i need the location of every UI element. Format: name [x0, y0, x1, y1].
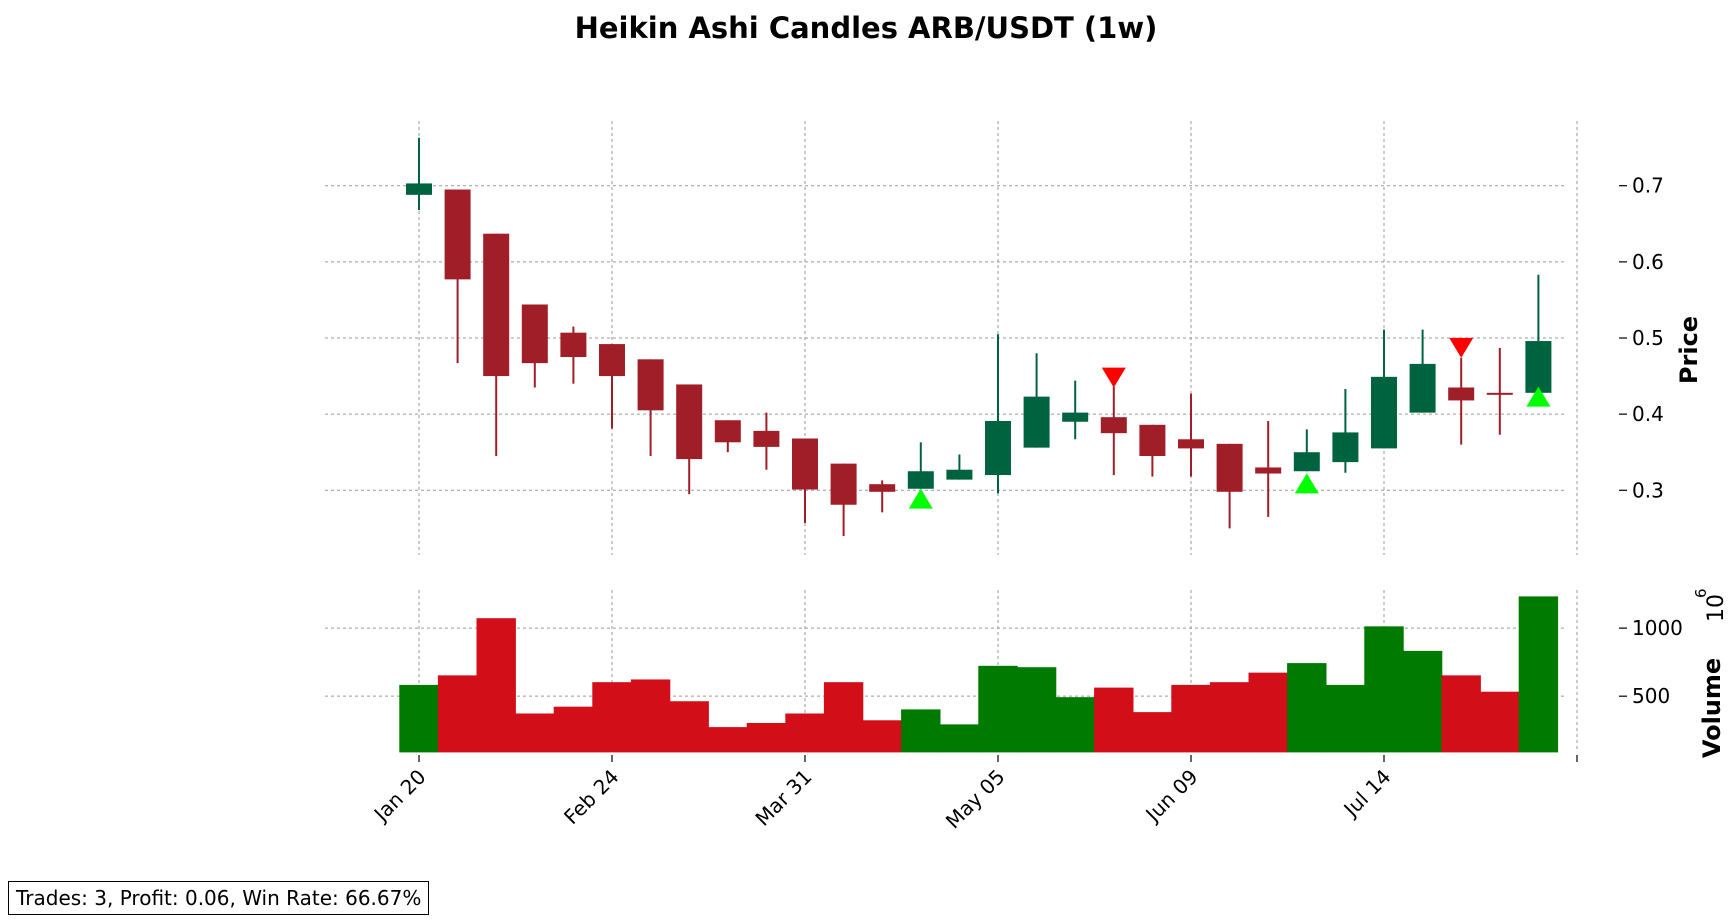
volume-bar [515, 713, 555, 753]
candle-body [444, 189, 471, 280]
candle-body [637, 359, 664, 411]
candle-body [869, 484, 896, 492]
volume-bar [1094, 687, 1134, 753]
candle-body [1100, 417, 1127, 434]
price-axis: 0.3 0.4 0.5 0.6 0.7 [1619, 174, 1664, 502]
volume-axis-label: Volume [1698, 658, 1726, 758]
volume-bars [399, 596, 1559, 753]
candle-body [1139, 424, 1166, 457]
price-axis-label: Price [1675, 316, 1703, 384]
x-tick-label: Mar 31 [750, 765, 816, 831]
candle-body [1216, 443, 1243, 492]
candle-body [1486, 392, 1513, 395]
price-grid [325, 121, 1578, 555]
buy-signal-marker [1294, 473, 1319, 494]
candle-body [830, 463, 857, 505]
candle-body [1293, 452, 1320, 472]
volume-bar [669, 701, 709, 753]
volume-bar [1016, 667, 1057, 753]
volume-bar [1287, 663, 1327, 753]
volume-bar [1518, 596, 1559, 753]
price-tick-label: 0.3 [1632, 478, 1664, 502]
volume-axis: 500 1000 [1619, 616, 1683, 708]
x-tick-label: Jul 14 [1338, 765, 1396, 823]
volume-bar [785, 713, 825, 753]
x-tick-label: Jan 20 [368, 765, 431, 828]
volume-bar [1441, 675, 1481, 753]
candle-body [676, 384, 703, 460]
candle-body [521, 304, 548, 364]
candle-body [1371, 376, 1397, 449]
volume-bar [553, 706, 594, 753]
volume-bar [1132, 712, 1173, 753]
candle-body [907, 471, 934, 489]
chart-title: Heikin Ashi Candles ARB/USDT (1w) [575, 11, 1158, 45]
candle-body [1409, 363, 1436, 413]
volume-bar [1325, 684, 1366, 753]
price-tick-label: 0.7 [1632, 174, 1664, 198]
volume-exponent-power: 6 [1692, 588, 1710, 598]
candle-body [1062, 412, 1089, 422]
volume-bar [1480, 691, 1520, 753]
volume-bar [1209, 682, 1250, 753]
candle-body [753, 430, 780, 447]
candle-body [714, 420, 741, 443]
sell-signal-marker [1101, 367, 1126, 388]
price-tick-label: 0.4 [1632, 402, 1664, 426]
candle-body [1178, 439, 1204, 449]
buy-signal-marker [1526, 386, 1551, 407]
candle-body [946, 469, 973, 480]
volume-bar [1055, 697, 1095, 753]
volume-bar [437, 675, 478, 753]
candle-body [985, 420, 1011, 476]
candles [406, 137, 1552, 536]
price-panel: 0.3 0.4 0.5 0.6 0.7 Price [325, 121, 1703, 555]
x-tick-label: Jun 09 [1140, 765, 1203, 828]
volume-bar [939, 724, 980, 753]
volume-bar [746, 723, 787, 753]
volume-bar [476, 618, 516, 753]
candle-body [1525, 341, 1552, 393]
candle-body [560, 332, 587, 358]
volume-bar [399, 684, 439, 753]
volume-bar [1402, 650, 1443, 753]
volume-bar [630, 679, 671, 753]
volume-tick-label: 1000 [1632, 616, 1683, 640]
candle-body [483, 233, 510, 377]
trade-summary: Trades: 3, Profit: 0.06, Win Rate: 66.67… [8, 881, 430, 915]
candle-body [792, 438, 818, 490]
candle-body [1255, 467, 1282, 474]
candle-body [599, 344, 625, 377]
buy-signal-marker [908, 488, 933, 509]
price-tick-label: 0.6 [1632, 250, 1664, 274]
volume-bar [1248, 672, 1288, 753]
volume-bar [862, 720, 902, 753]
sell-signal-marker [1449, 337, 1474, 358]
price-tick-label: 0.5 [1632, 326, 1664, 350]
x-tick-label: May 05 [941, 765, 1010, 834]
candle-body [406, 183, 432, 195]
volume-exponent-base: 10 [1704, 594, 1729, 622]
volume-panel: 500 1000 Volume 10 6 [325, 588, 1729, 758]
volume-bar [1364, 626, 1404, 753]
volume-bar [708, 727, 748, 753]
volume-bar [823, 682, 864, 753]
volume-bar [978, 665, 1018, 753]
candle-body [1448, 387, 1475, 401]
volume-bar [901, 709, 941, 753]
volume-tick-label: 500 [1632, 684, 1670, 708]
volume-bar [1171, 684, 1211, 753]
x-tick-label: Feb 24 [559, 765, 624, 830]
trade-signals [908, 337, 1551, 509]
candle-body [1023, 396, 1050, 448]
x-axis: Jan 20 Feb 24 Mar 31 May 05 Jun 09 Jul 14 [368, 755, 1578, 834]
volume-bar [592, 682, 632, 753]
candle-body [1332, 432, 1359, 463]
